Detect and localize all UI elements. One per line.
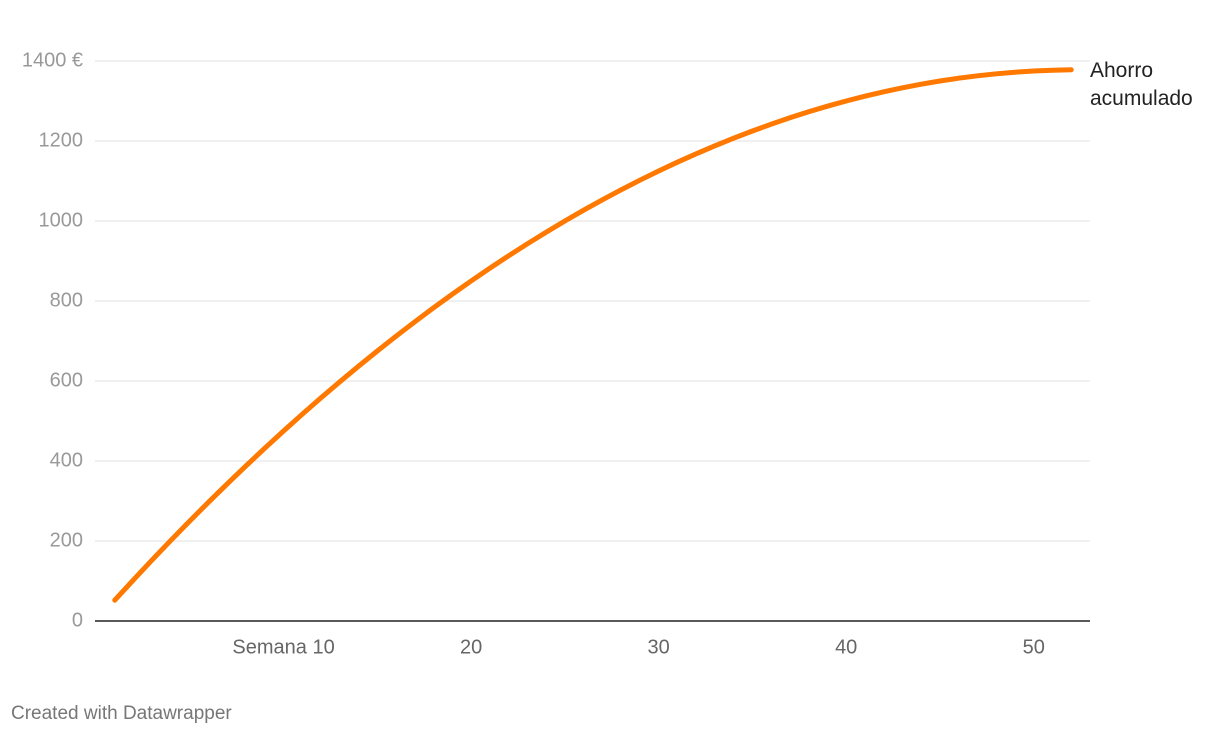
x-tick-label: Semana 10 (232, 636, 334, 658)
series-line (112, 67, 1074, 603)
x-tick-label: 20 (460, 636, 482, 658)
x-tick-label: 40 (835, 636, 857, 658)
footer: Created with Datawrapper (11, 703, 232, 724)
y-tick-label: 1000 (39, 209, 84, 231)
y-tick-label: 800 (50, 289, 83, 311)
y-tick-label: 1200 (39, 129, 84, 151)
y-tick-label: 1400 € (22, 49, 83, 71)
x-tick-label: 50 (1023, 636, 1045, 658)
y-tick-label: 400 (50, 449, 83, 471)
y-tick-label: 600 (50, 369, 83, 391)
x-tick-label: 30 (648, 636, 670, 658)
series-label: Ahorro acumulado (1090, 59, 1193, 110)
y-tick-label: 0 (72, 609, 83, 631)
y-tick-label: 200 (50, 529, 83, 551)
